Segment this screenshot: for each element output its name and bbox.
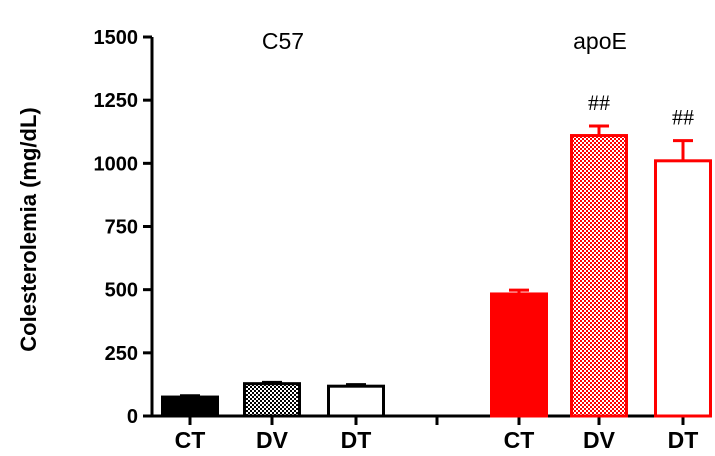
y-tick-label: 1250 bbox=[94, 90, 139, 112]
y-tick-label: 750 bbox=[105, 217, 138, 239]
group-label: apoE bbox=[573, 28, 627, 54]
bar bbox=[570, 134, 628, 418]
group-label: C57 bbox=[262, 28, 304, 54]
x-tick-label: DV bbox=[583, 427, 616, 453]
x-tick-label: CT bbox=[175, 427, 206, 453]
bar bbox=[327, 384, 385, 418]
y-tick-label: 500 bbox=[105, 280, 138, 302]
bars bbox=[161, 124, 712, 418]
y-tick-label: 1500 bbox=[94, 27, 139, 49]
y-axis-title: Colesterolemia (mg/dL) bbox=[16, 107, 41, 351]
x-tick-label: DV bbox=[256, 427, 289, 453]
y-tick-label: 1000 bbox=[94, 153, 139, 175]
significance-annotation: ## bbox=[588, 90, 610, 115]
significance-annotation: ## bbox=[672, 105, 694, 130]
labels: 0 250 500 750 1000 1250 1500 Colesterolemia (mg… bbox=[16, 27, 698, 453]
bar bbox=[490, 292, 548, 418]
x-tick-label: DT bbox=[668, 427, 699, 453]
bar bbox=[161, 395, 219, 418]
bar bbox=[654, 159, 712, 418]
x-tick-label: CT bbox=[504, 427, 535, 453]
x-tick-label: DT bbox=[341, 427, 372, 453]
y-tick-label: 0 bbox=[127, 406, 138, 428]
bar bbox=[243, 382, 301, 418]
y-tick-label: 250 bbox=[105, 343, 138, 365]
